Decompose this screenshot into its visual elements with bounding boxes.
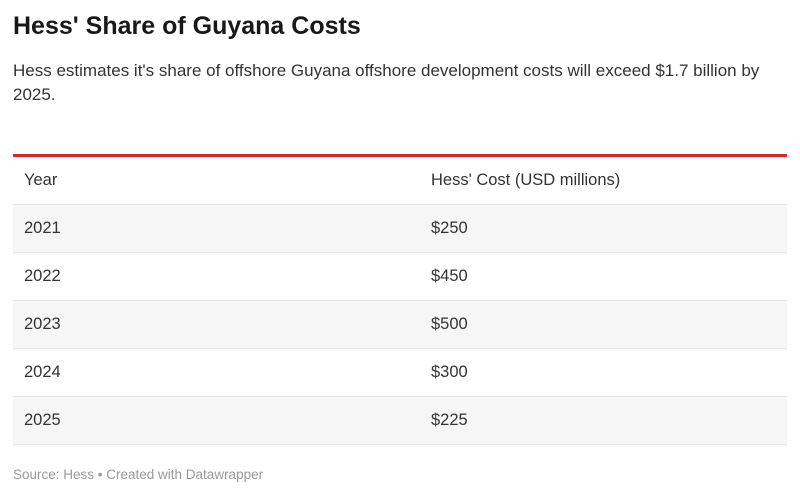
cell-year: 2021 — [13, 204, 420, 253]
cell-year: 2025 — [13, 396, 420, 445]
table-row: 2025 $225 — [13, 396, 787, 445]
table-header: Year Hess' Cost (USD millions) — [13, 155, 787, 205]
table-row: 2021 $250 — [13, 204, 787, 253]
header-year: Year — [13, 155, 420, 205]
table-row: 2023 $500 — [13, 300, 787, 349]
cell-cost: $450 — [420, 252, 787, 301]
cell-year: 2023 — [13, 300, 420, 349]
chart-title: Hess' Share of Guyana Costs — [13, 12, 361, 40]
chart-subtitle: Hess estimates it's share of offshore Gu… — [13, 61, 760, 104]
cell-cost: $225 — [420, 396, 787, 445]
cell-year: 2022 — [13, 252, 420, 301]
source-footer: Source: Hess • Created with Datawrapper — [13, 467, 264, 482]
table-row: 2024 $300 — [13, 348, 787, 397]
cell-cost: $250 — [420, 204, 787, 253]
header-cost: Hess' Cost (USD millions) — [420, 155, 787, 205]
data-table: Year Hess' Cost (USD millions) 2021 $250 2… — [13, 154, 787, 445]
cell-cost: $300 — [420, 348, 787, 397]
cell-cost: $500 — [420, 300, 787, 349]
table-row: 2022 $450 — [13, 252, 787, 301]
cell-year: 2024 — [13, 348, 420, 397]
